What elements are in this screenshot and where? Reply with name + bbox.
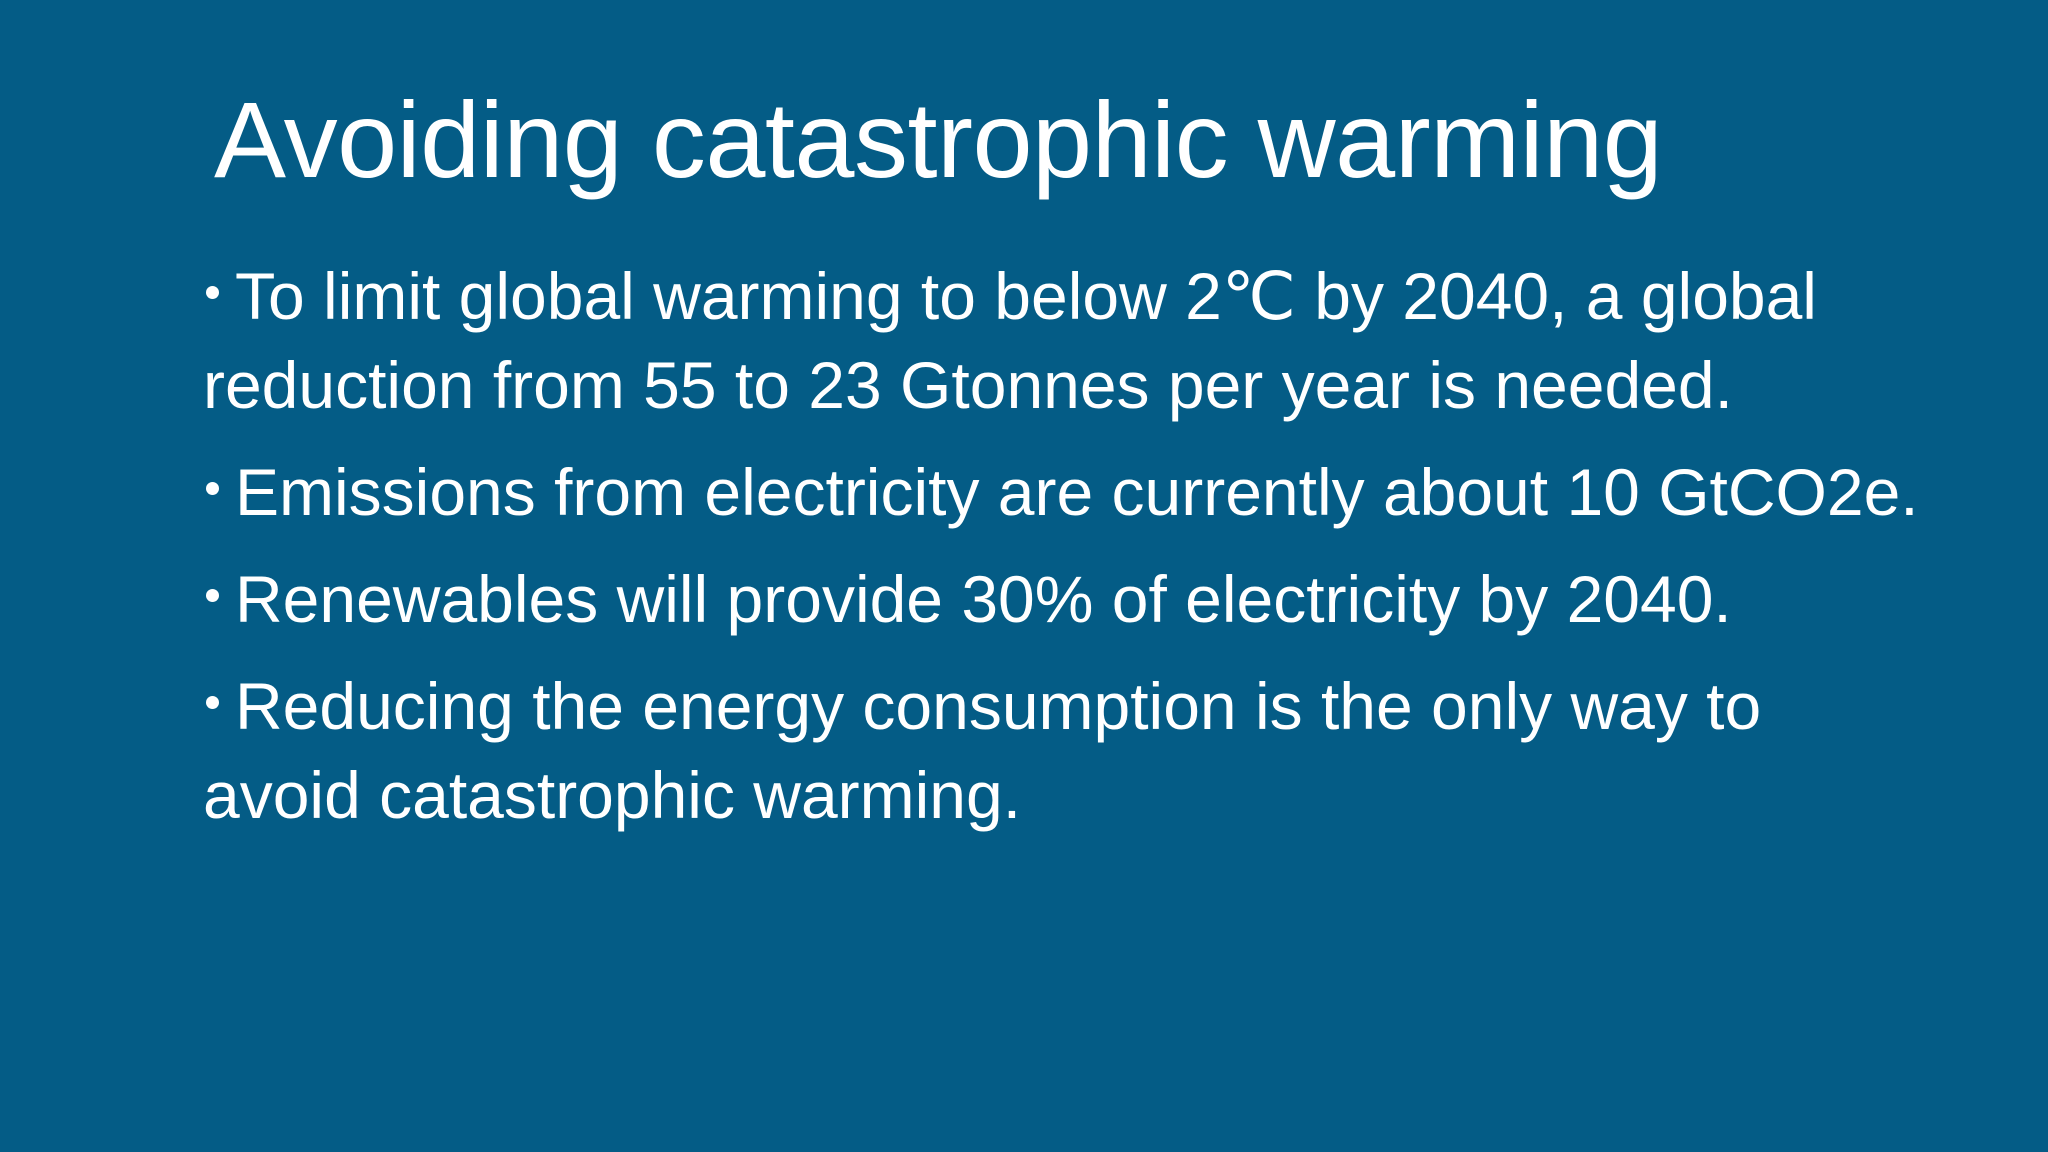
- bullet-text: Emissions from electricity are currently…: [235, 455, 1919, 529]
- bullet-dot-icon: [206, 286, 219, 299]
- bullet-text: Renewables will provide 30% of electrici…: [235, 562, 1732, 636]
- bullet-item: Reducing the energy consumption is the o…: [203, 662, 1923, 840]
- bullet-text: Reducing the energy consumption is the o…: [203, 669, 1762, 832]
- bullet-dot-icon: [206, 589, 219, 602]
- bullet-item: To limit global warming to below 2℃ by 2…: [203, 252, 1923, 430]
- bullet-item: Renewables will provide 30% of electrici…: [203, 555, 1923, 644]
- slide-title: Avoiding catastrophic warming: [214, 79, 1663, 200]
- bullet-list: To limit global warming to below 2℃ by 2…: [203, 252, 1923, 858]
- bullet-item: Emissions from electricity are currently…: [203, 448, 1923, 537]
- bullet-text: To limit global warming to below 2℃ by 2…: [203, 259, 1817, 422]
- bullet-dot-icon: [206, 482, 219, 495]
- bullet-dot-icon: [206, 696, 219, 709]
